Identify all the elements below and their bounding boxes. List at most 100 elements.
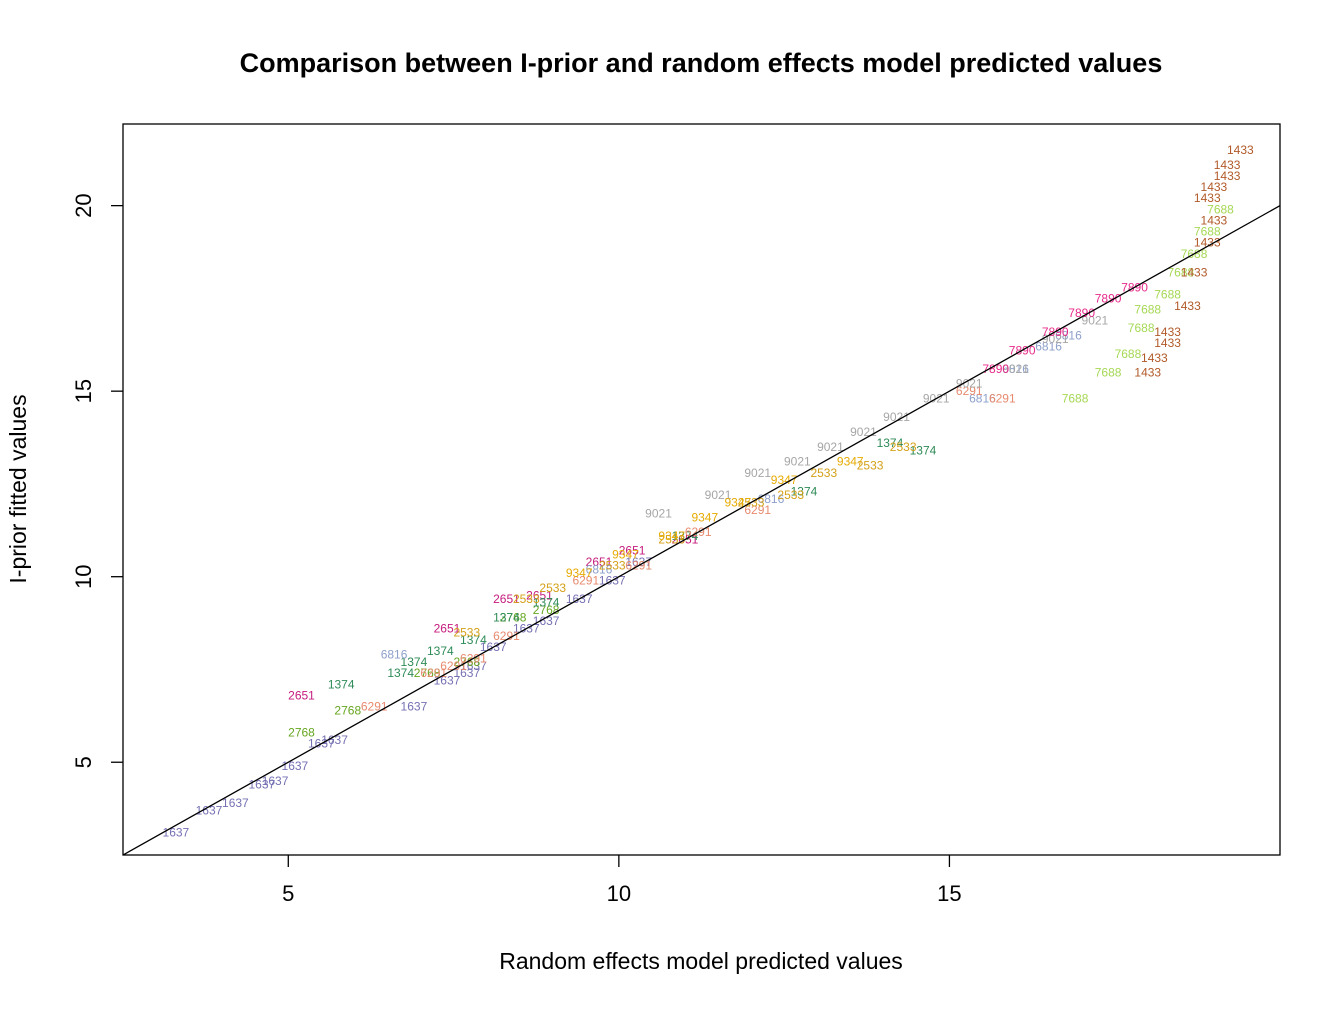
data-point: 9021 [883,410,910,424]
data-point: 2768 [288,726,315,740]
y-tick-label: 5 [71,756,96,768]
data-point: 1374 [672,529,699,543]
data-point: 1433 [1194,236,1221,250]
x-tick-label: 5 [282,881,294,906]
data-points: 1637163716371637163716371637163716371637… [163,143,1254,840]
series-2533: 2533253325332533253325332533253325332533 [453,440,916,640]
data-point: 1374 [387,666,414,680]
data-point: 2533 [777,488,804,502]
data-point: 7688 [1207,202,1234,216]
data-point: 1637 [163,826,190,840]
data-point: 6816 [969,392,996,406]
data-point: 9021 [1002,362,1029,376]
data-point: 9021 [645,507,672,521]
data-point: 1433 [1141,351,1168,365]
data-point: 1637 [222,796,249,810]
series-2651: 2651265126512651265126512651 [288,533,698,703]
data-point: 2651 [288,688,315,702]
data-point: 7890 [1095,291,1122,305]
series-9347: 9347 9347 9347 9347 9347 9347 9347 [566,455,864,580]
data-point: 9347 [566,566,593,580]
data-point: 1637 [625,555,652,569]
y-axis-label: I-prior fitted values [5,394,31,583]
data-point: 2533 [890,440,917,454]
data-point: 7688 [1167,265,1194,279]
data-point: 2533 [513,592,540,606]
data-point: 1637 [453,666,480,680]
data-point: 1374 [910,444,937,458]
data-point: 9021 [850,425,877,439]
data-point: 9347 [691,510,718,524]
data-point: 2768 [334,703,361,717]
x-axis: 5 10 15 [282,855,962,906]
data-point: 2651 [526,588,553,602]
data-point: 1637 [533,614,560,628]
identity-line-group [123,204,1280,855]
series-7688: 7688768876887688768876887688768876887688 [1062,202,1234,405]
x-tick-label: 10 [607,881,631,906]
data-point: 1637 [321,733,348,747]
y-tick-label: 10 [71,564,96,588]
data-point: 6816 [1055,329,1082,343]
data-point: 9021 [744,466,771,480]
series-7890: 789078907890789078907890 [982,280,1148,376]
data-point: 2533 [857,458,884,472]
data-point: 7688 [1194,225,1221,239]
data-point: 6291 [956,384,983,398]
data-point: 6291 [361,700,388,714]
data-point: 7890 [982,362,1009,376]
data-point: 1433 [1134,366,1161,380]
data-point: 6816 [586,562,613,576]
data-point: 1637 [401,700,428,714]
data-point: 9347 [725,495,752,509]
data-point: 6291 [572,573,599,587]
data-point: 1433 [1194,191,1221,205]
data-point: 1433 [1154,325,1181,339]
data-point: 1433 [1227,143,1254,157]
data-point: 1374 [427,644,454,658]
data-point: 1374 [328,677,355,691]
series-6291: 6291629162916291629162916291629162916291… [361,384,1016,713]
y-tick-label: 15 [71,379,96,403]
data-point: 2533 [599,559,626,573]
data-point: 2533 [539,581,566,595]
data-point: 7688 [1154,288,1181,302]
data-point: 1433 [1154,336,1181,350]
data-point: 9347 [771,473,798,487]
data-point: 1637 [282,759,309,773]
data-point: 6816 [1035,340,1062,354]
data-point: 1433 [1201,180,1228,194]
series-1637: 1637163716371637163716371637163716371637… [163,555,653,840]
data-point: 6291 [440,659,467,673]
data-point: 6816 [381,648,408,662]
data-point: 2768 [414,666,441,680]
y-axis: 5 10 15 20 [71,193,123,768]
data-point: 1433 [1201,213,1228,227]
x-tick-label: 15 [937,881,961,906]
chart-title: Comparison between I-prior and random ef… [240,48,1163,78]
data-point: 2651 [619,544,646,558]
data-point: 1637 [196,803,223,817]
data-point: 1374 [493,611,520,625]
data-point: 2768 [500,611,527,625]
data-point: 9021 [817,440,844,454]
data-point: 2533 [453,625,480,639]
data-point: 2651 [434,622,461,636]
data-point: 9021 [1082,314,1109,328]
data-point: 9347 [837,455,864,469]
data-point: 7688 [1115,347,1142,361]
series-1433: 1433143314331433143314331433143314331433… [1134,143,1254,380]
data-point: 9347 [658,529,685,543]
series-1374: 1374137413741374137413741374137413741374… [328,436,937,691]
data-point: 7688 [1062,392,1089,406]
data-point: 7688 [1134,303,1161,317]
data-point: 2533 [810,466,837,480]
data-point: 9021 [784,455,811,469]
data-point: 6291 [744,503,771,517]
data-point: 9347 [612,547,639,561]
plot-frame [122,123,1281,856]
data-point: 6816 [1002,362,1029,376]
data-point: 1374 [533,596,560,610]
